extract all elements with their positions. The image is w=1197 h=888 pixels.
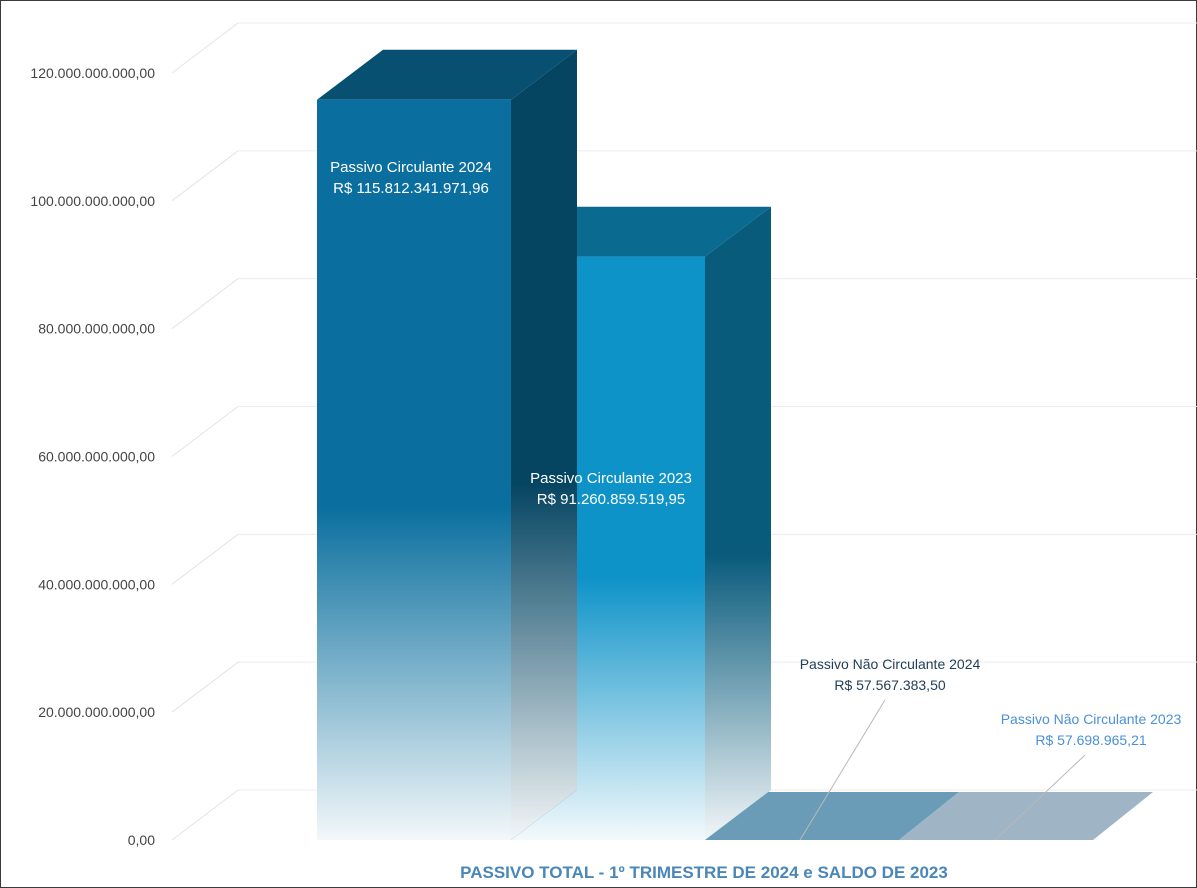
y-tick-label: 120.000.000.000,00 bbox=[30, 65, 155, 81]
data-label-name: Passivo Não Circulante 2023 bbox=[1001, 711, 1182, 727]
bar[interactable] bbox=[317, 49, 577, 840]
y-tick-label: 80.000.000.000,00 bbox=[38, 321, 155, 337]
bar-side-fade bbox=[511, 49, 577, 840]
gridline-diagonal bbox=[171, 406, 239, 457]
data-label-value: R$ 91.260.859.519,95 bbox=[537, 491, 685, 508]
leader-line bbox=[994, 754, 1086, 841]
bar[interactable] bbox=[705, 792, 959, 840]
y-tick-label: 20.000.000.000,00 bbox=[38, 704, 155, 720]
y-tick-label: 0,00 bbox=[128, 832, 155, 848]
y-tick-label: 60.000.000.000,00 bbox=[38, 449, 155, 465]
y-tick-label: 40.000.000.000,00 bbox=[38, 576, 155, 592]
gridline-diagonal bbox=[171, 533, 239, 585]
data-label-name: Passivo Não Circulante 2024 bbox=[800, 656, 981, 672]
data-label-value: R$ 115.812.341.971,96 bbox=[333, 180, 489, 197]
y-tick-label: 100.000.000.000,00 bbox=[30, 193, 155, 209]
chart-title: PASSIVO TOTAL - 1º TRIMESTRE DE 2024 e S… bbox=[460, 863, 948, 882]
bar-top bbox=[317, 49, 577, 100]
bar-front-fade bbox=[317, 99, 511, 840]
gridline-diagonal bbox=[171, 22, 239, 74]
gridline-diagonal bbox=[171, 278, 239, 330]
gridline-diagonal bbox=[171, 661, 239, 713]
bar-top bbox=[705, 792, 959, 840]
bar[interactable] bbox=[899, 792, 1153, 840]
gridline-diagonal bbox=[171, 789, 239, 841]
bar-top bbox=[899, 792, 1153, 840]
gridline-diagonal bbox=[171, 150, 239, 202]
data-label-value: R$ 57.698.965,21 bbox=[1035, 732, 1147, 748]
bar-side-fade bbox=[705, 206, 771, 840]
data-label-value: R$ 57.567.383,50 bbox=[834, 677, 946, 693]
leader-line bbox=[799, 699, 886, 841]
data-label-name: Passivo Circulante 2024 bbox=[330, 159, 492, 176]
data-label-name: Passivo Circulante 2023 bbox=[530, 470, 692, 487]
